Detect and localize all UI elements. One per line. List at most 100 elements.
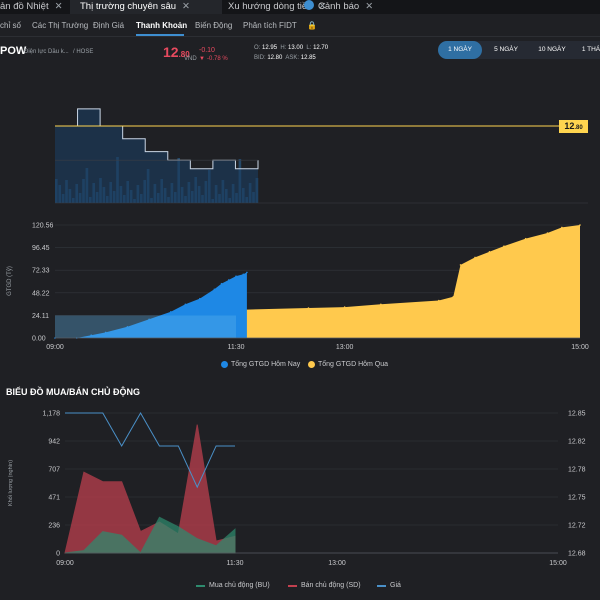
yesterday-point (488, 250, 491, 253)
bell-icon (304, 0, 314, 10)
yesterday-point (343, 306, 346, 308)
legend-sell-label: Bán chủ động (SD) (301, 582, 361, 589)
x-tick-label: 15:00 (549, 560, 567, 567)
tab-label: Xu hướng dòng tiền (228, 1, 313, 12)
today-area (55, 272, 247, 338)
close-icon[interactable]: ✕ (182, 1, 190, 12)
y-tick-label: 96.45 (32, 245, 50, 252)
subnav-indices[interactable]: chỉ số (0, 21, 21, 30)
price-line (65, 411, 235, 489)
subnav-volatility[interactable]: Biến Động (195, 21, 233, 30)
bid-ask-values: BID: 12.80 ASK: 12.85 (254, 55, 316, 61)
close-icon[interactable]: ✕ (318, 1, 327, 12)
today-point (90, 334, 93, 336)
ohl-values: O: 12.95 H: 13.00 L: 12.70 (254, 45, 329, 51)
y-tick-label: 48.22 (32, 290, 50, 297)
tab-bar: ản đồ Nhiệt ✕ Thị trường chuyên sâu ✕ Xu h… (0, 0, 600, 14)
sell-area (64, 424, 236, 554)
lock-icon: 🔒 (307, 21, 317, 30)
period-5-day-button[interactable]: 5 NGÀY (494, 46, 518, 53)
y2-tick-label: 12.82 (568, 439, 586, 446)
legend-yesterday-label: Tổng GTGD Hôm Qua (318, 361, 389, 368)
y-tick-label: 24.11 (32, 313, 49, 320)
buy-sell-title: BIỂU ĐỒ MUA/BÁN CHỦ ĐỘNG (6, 387, 140, 397)
cumulative-value-chart: 120.56 96.45 72.33 48.22 24.11 0.00 GTGD (Tỷ) 0… (6, 223, 589, 352)
today-point (184, 303, 187, 306)
subnav-markets[interactable]: Các Thị Trường (32, 21, 89, 30)
stock-name: Điện lực Dầu k... (24, 49, 69, 55)
y-tick-label: 707 (48, 467, 60, 474)
y2-tick-label: 12.78 (568, 467, 586, 474)
today-lower-band (55, 315, 237, 338)
legend-yesterday-dot (308, 361, 315, 368)
x-tick-label: 13:00 (328, 560, 346, 567)
close-icon[interactable]: ✕ (54, 1, 63, 12)
period-1-day-button[interactable]: 1 NGÀY (438, 41, 482, 59)
x-tick-label: 13:00 (336, 344, 354, 351)
tab-market-depth[interactable]: Thị trường chuyên sâu ✕ (70, 0, 222, 14)
y-tick-label: 1,178 (42, 411, 60, 418)
legend-price-swatch (377, 585, 386, 587)
period-1-month-button[interactable]: 1 THÁ (581, 46, 600, 53)
stock-exchange: / HOSE (73, 49, 94, 55)
today-point (126, 325, 129, 328)
today-point (104, 331, 107, 334)
y-tick-label: 942 (48, 439, 60, 446)
tab-heatmap[interactable]: ản đồ Nhiệt ✕ (0, 0, 64, 14)
legend-today-label: Tổng GTGD Hôm Nay (231, 361, 301, 368)
y-tick-label: 236 (48, 523, 60, 530)
legend-today-dot (221, 361, 228, 368)
stock-price: 12.80 (163, 44, 190, 60)
stock-symbol[interactable]: POW (0, 45, 27, 57)
tab-money-flow[interactable]: Xu hướng dòng tiền ✕ (218, 0, 364, 14)
buy-area (64, 516, 236, 554)
y-tick-label: 72.33 (32, 268, 50, 275)
legend-buy-label: Mua chủ động (BU) (209, 582, 270, 589)
tab-label: Cảnh báo (318, 1, 360, 12)
yesterday-point (474, 256, 476, 259)
y2-tick-label: 12.85 (568, 411, 586, 418)
yesterday-point (579, 224, 581, 226)
period-10-day-button[interactable]: 10 NGÀY (538, 46, 566, 53)
legend-sell-swatch (288, 585, 297, 587)
x-tick-label: 09:00 (56, 560, 74, 567)
buy-sell-legend: Mua chủ động (BU) Bán chủ động (SD) Giá (0, 580, 600, 594)
y2-tick-label: 12.68 (568, 551, 586, 558)
today-point (213, 288, 216, 291)
yesterday-area (236, 225, 580, 338)
y-axis-label: GTGD (Tỷ) (6, 266, 13, 296)
y-axis-label: Khối lượng (nghìn) (8, 460, 14, 506)
x-tick-label: 11:30 (228, 344, 245, 351)
yesterday-point (307, 307, 310, 309)
yesterday-point (546, 232, 549, 234)
y-tick-label: 0 (56, 551, 60, 558)
active-indicator (136, 34, 184, 36)
y-tick-label: 120.56 (32, 223, 54, 230)
today-point (220, 282, 223, 285)
close-icon[interactable]: ✕ (365, 1, 374, 12)
price-currency: VND (184, 56, 197, 62)
today-point (235, 275, 237, 277)
price-change-pct: -0.78 % (207, 56, 228, 62)
today-point (170, 310, 172, 313)
price-tag: 12.80 (559, 120, 588, 133)
today-point (148, 318, 150, 321)
yesterday-point (452, 295, 455, 298)
subnav-valuation[interactable]: Định Giá (93, 21, 125, 30)
active-buy-sell-chart: 1,178 12.85 942 12.82 707 12.78 471 12.75 236 12.… (8, 411, 586, 568)
x-tick-label: 09:00 (46, 344, 64, 351)
legend-buy-swatch (196, 585, 205, 587)
y2-tick-label: 12.72 (568, 523, 586, 530)
legend-price-label: Giá (390, 582, 401, 589)
change-arrow-icon: ▼ (199, 56, 205, 62)
sub-nav: chỉ số Các Thị Trường Định Giá Thanh Kho… (0, 16, 600, 37)
y-tick-label: 471 (48, 495, 60, 502)
yesterday-point (437, 299, 440, 302)
subnav-fidt-analysis[interactable]: Phân tích FIDT (243, 21, 297, 30)
today-point (227, 279, 230, 281)
subnav-liquidity[interactable]: Thanh Khoản (136, 21, 188, 30)
tab-alerts[interactable]: Cảnh báo ✕ (300, 0, 404, 14)
today-point (242, 273, 245, 276)
price-area (55, 108, 258, 203)
intraday-price-chart (55, 108, 588, 204)
